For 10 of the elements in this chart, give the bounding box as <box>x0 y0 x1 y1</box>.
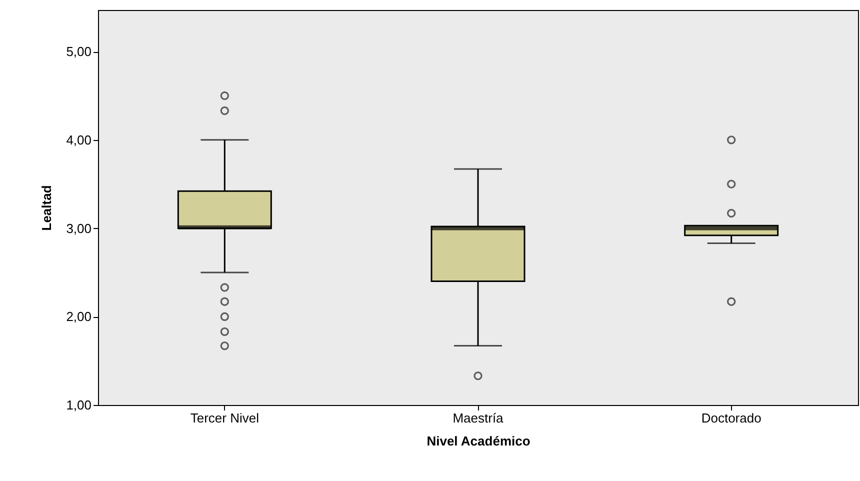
y-tick-label: 5,00 <box>66 44 92 60</box>
x-axis-title: Nivel Académico <box>426 434 530 448</box>
x-tick-label: Maestría <box>452 410 504 426</box>
x-tick-label: Tercer Nivel <box>190 410 260 426</box>
y-axis-title: Lealtad <box>39 185 54 231</box>
y-tick-label: 2,00 <box>66 309 92 324</box>
y-tick-label: 3,00 <box>66 220 92 236</box>
y-tick-label: 1,00 <box>66 398 92 412</box>
y-tick-label: 4,00 <box>66 132 92 148</box>
x-tick-label: Doctorado <box>701 410 762 426</box>
